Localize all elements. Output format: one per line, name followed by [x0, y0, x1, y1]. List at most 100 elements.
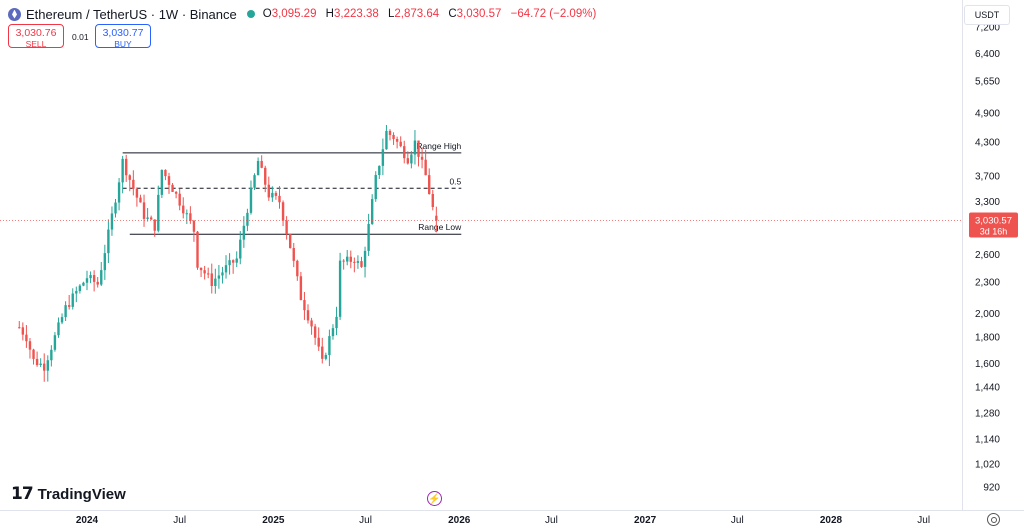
candle-body [288, 233, 292, 249]
buy-price: 3,030.77 [102, 27, 144, 39]
spread-value: 0.01 [72, 32, 89, 42]
candle-body [388, 130, 392, 135]
candle-body [228, 260, 231, 266]
x-tick-label: 2028 [820, 515, 843, 526]
candle-body [135, 188, 139, 198]
candle-body [267, 184, 270, 198]
market-open-dot [246, 10, 255, 18]
candle-body [125, 158, 128, 176]
candle-body [310, 320, 313, 327]
candle-body [171, 184, 174, 192]
candle-body [164, 169, 167, 177]
candle-body [157, 194, 160, 231]
y-tick-label: 3,700 [975, 171, 1000, 182]
y-tick-label: 4,900 [975, 109, 1000, 120]
candle-body [167, 176, 171, 185]
currency-selector[interactable]: USDT [964, 5, 1010, 25]
candle-body [43, 363, 46, 371]
annotation-label: 0.5 [449, 176, 461, 186]
candle-body [410, 154, 413, 164]
candle-body [360, 261, 363, 267]
candle-body [285, 220, 288, 234]
candle-body [35, 358, 39, 366]
candle-body [431, 193, 434, 207]
candle-body [149, 217, 153, 220]
candle-body [18, 327, 21, 329]
candle-body [57, 322, 60, 336]
candle-body [39, 363, 42, 366]
candle-body [28, 341, 32, 350]
x-tick-label: 2024 [76, 515, 99, 526]
candle-body [406, 158, 410, 164]
candle-body [363, 250, 367, 267]
candle-body [264, 167, 267, 185]
y-tick-label: 1,020 [975, 459, 1000, 470]
candle-body [342, 260, 345, 262]
y-tick-label: 1,600 [975, 359, 1000, 370]
candle-body [21, 327, 25, 335]
candle-body [110, 213, 114, 230]
sell-label: SELL [25, 39, 47, 49]
sell-button[interactable]: 3,030.76 SELL [8, 24, 64, 49]
bar-countdown-label: 3d 16h [980, 226, 1008, 236]
candle-body [221, 272, 224, 276]
candle-body [303, 300, 306, 311]
candle-body [92, 275, 96, 282]
candle-body [182, 205, 185, 214]
candle-body [64, 305, 67, 318]
symbol-title[interactable]: Ethereum / TetherUS · 1W · Binance [26, 6, 237, 22]
candle-body [199, 267, 203, 271]
candle-body [296, 260, 299, 277]
candle-body [370, 199, 374, 224]
candle-body [413, 140, 417, 155]
candle-body [317, 337, 320, 347]
candle-body [96, 281, 99, 285]
high-value: 3,223.38 [333, 8, 379, 20]
x-tick-label: Jul [731, 515, 744, 526]
y-tick-label: 7,200 [975, 23, 1000, 34]
candle-body [25, 334, 28, 342]
candle-body [274, 192, 278, 196]
last-price-label: 3,030.57 [975, 215, 1012, 226]
candle-body [328, 336, 331, 356]
candle-body [114, 202, 117, 214]
candle-body [103, 253, 107, 271]
candle-body [313, 326, 317, 338]
y-tick-label: 1,280 [975, 409, 1000, 420]
candle-body [417, 140, 420, 157]
x-tick-label: Jul [917, 515, 930, 526]
tradingview-logo[interactable]: 𝟭𝟳 TradingView [11, 484, 126, 504]
low-value: 2,873.64 [394, 8, 440, 20]
y-tick-label: 5,650 [975, 77, 1000, 88]
candle-body [107, 229, 110, 254]
candle-body [178, 193, 181, 206]
y-tick-label: 3,300 [975, 197, 1000, 208]
x-tick-label: Jul [359, 515, 372, 526]
tradingview-mark-icon: 𝟭𝟳 [11, 484, 34, 503]
candle-body [299, 276, 303, 301]
y-tick-label: 2,000 [975, 309, 1000, 320]
candle-body [82, 282, 85, 286]
x-tick-label: Jul [545, 515, 558, 526]
candle-body [349, 256, 352, 262]
ethereum-icon[interactable] [8, 7, 21, 21]
candle-body [71, 293, 74, 307]
candle-body [185, 213, 189, 215]
candle-body [53, 335, 57, 350]
y-tick-label: 6,400 [975, 49, 1000, 60]
lightning-icon[interactable]: ⚡ [427, 491, 442, 506]
buy-button[interactable]: 3,030.77 BUY [95, 24, 151, 49]
candle-body [395, 139, 399, 142]
candle-body [174, 191, 178, 194]
candle-body [196, 231, 199, 268]
candle-body [335, 316, 338, 329]
candle-body [121, 158, 124, 183]
candle-body [214, 278, 217, 286]
candle-body [235, 258, 238, 263]
annotation-label: Range Low [418, 222, 462, 232]
y-tick-label: 4,300 [975, 138, 1000, 149]
gear-icon[interactable] [987, 513, 1000, 526]
buy-label: BUY [114, 39, 132, 49]
candle-body [324, 355, 328, 359]
